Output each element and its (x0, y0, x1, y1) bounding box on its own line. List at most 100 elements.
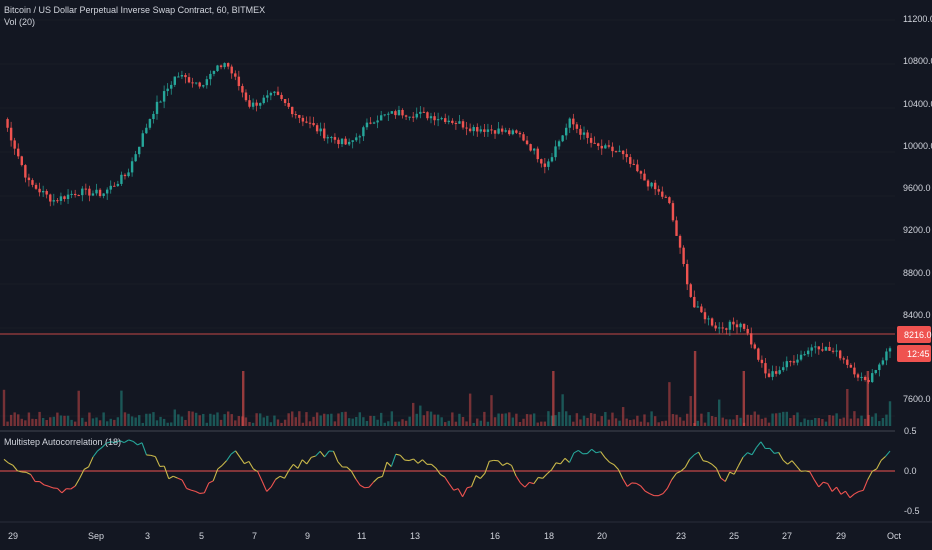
time-label: 9 (305, 531, 310, 541)
candle (532, 148, 536, 151)
volume-bar (351, 418, 354, 426)
price-tick: 8400.0 (903, 310, 931, 320)
candle (643, 173, 646, 181)
volume-bar (134, 417, 137, 426)
candle (244, 92, 248, 101)
volume-bar (468, 393, 472, 426)
autocorrelation-segment (635, 482, 641, 487)
symbol-title[interactable]: Bitcoin / US Dollar Perpetual Inverse Sw… (4, 5, 266, 15)
candle (468, 128, 472, 132)
volume-bar (52, 416, 56, 426)
autocorrelation-segment (738, 456, 744, 466)
volume-bar (582, 415, 586, 426)
candle (508, 130, 511, 135)
time-axis[interactable]: 29 Sep 3 5 7 9 11 13 16 18 20 23 25 27 2… (0, 521, 932, 541)
volume-bar (821, 419, 824, 426)
candle (479, 129, 483, 132)
volume-legend[interactable]: Vol (20) (4, 17, 36, 27)
volume-bar (721, 417, 724, 426)
autocorrelation-segment (235, 450, 241, 458)
autocorrelation-segment (560, 457, 566, 465)
volume-bar (725, 419, 728, 426)
candle (792, 361, 796, 363)
volume-bar (714, 417, 717, 426)
volume-bar (739, 417, 742, 426)
volume-bar (675, 414, 678, 426)
candle (308, 122, 312, 124)
volume-bar (607, 419, 611, 426)
autocorrelation-segment (707, 461, 713, 465)
volume-bar (95, 417, 98, 426)
price-tick: 10000.0 (903, 141, 932, 151)
autocorrelation-segment (315, 450, 321, 457)
candle (774, 371, 778, 374)
candle (700, 306, 703, 313)
candle (707, 318, 710, 320)
chart-grid (0, 19, 895, 417)
autocorrelation-segment (880, 455, 886, 461)
volume-bar (123, 412, 127, 426)
volume-bar (650, 411, 653, 426)
candle (63, 196, 66, 200)
price-axis[interactable]: 11200.0 10800.0 10400.0 10000.0 9600.0 9… (895, 0, 932, 522)
autocorrelation-segment (74, 477, 81, 487)
candle (440, 118, 443, 120)
candle (760, 359, 764, 364)
candle (422, 111, 426, 113)
autocorrelation-segment (511, 465, 517, 477)
volume-bar (312, 416, 315, 426)
volume-bar (685, 413, 689, 426)
candle (379, 115, 383, 121)
candle (9, 127, 13, 141)
candle (98, 189, 102, 196)
autocorrelation-segment (128, 439, 134, 442)
candle (411, 116, 415, 118)
candle (483, 129, 486, 132)
autocorrelation-segment (885, 450, 891, 457)
autocorrelation-segment (217, 464, 223, 470)
volume-bar (543, 421, 547, 426)
autocorrelation-segment (818, 481, 824, 488)
volume-bar (682, 420, 685, 426)
candle (159, 101, 162, 103)
candle (543, 163, 547, 167)
volume-bar (362, 417, 365, 426)
volume-bar (323, 413, 326, 426)
candle (248, 100, 251, 107)
candle (91, 193, 95, 196)
volume-bar (81, 417, 84, 426)
volume-bar (305, 412, 308, 426)
autocorrelation-segment (390, 454, 397, 467)
volume-bar (369, 415, 372, 426)
candle (155, 101, 159, 114)
volume-bar (419, 405, 422, 426)
candle (486, 129, 490, 132)
candle (372, 122, 376, 124)
candle (821, 349, 824, 351)
countdown-label: 12:45 (907, 349, 930, 359)
autocorrelation-segment (502, 462, 508, 466)
last-price-badge (897, 326, 931, 343)
autocorrelation-segment (778, 452, 784, 461)
autocorrelation-segment (346, 466, 352, 472)
candle (853, 367, 856, 375)
price-pane[interactable] (0, 62, 895, 426)
autocorrelation-segment (355, 478, 361, 486)
volume-bar (148, 413, 152, 426)
autocorrelation-segment (809, 471, 815, 481)
indicator-pane[interactable] (0, 439, 895, 499)
time-label: 5 (199, 531, 204, 541)
autocorrelation-segment (83, 466, 89, 470)
candle (13, 140, 16, 149)
volume-bar (689, 396, 692, 426)
autocorrelation-segment (253, 468, 259, 473)
candle (24, 165, 27, 178)
autocorrelation-segment (230, 450, 236, 455)
autocorrelation-segment (724, 471, 731, 482)
candle (276, 91, 280, 95)
indicator-legend[interactable]: Multistep Autocorrelation (18) (4, 437, 122, 447)
time-label: 27 (782, 531, 792, 541)
indicator-tick: -0.5 (904, 506, 920, 516)
volume-bar (223, 414, 226, 426)
